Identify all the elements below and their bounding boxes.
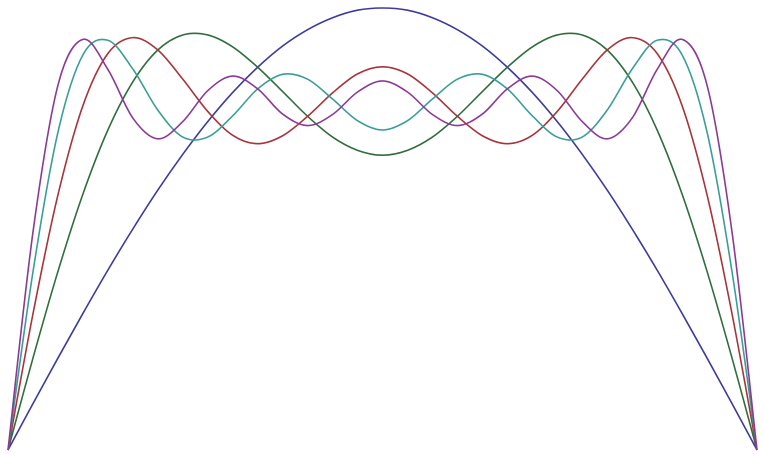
series-line [7,38,758,451]
series-line [7,36,758,451]
series-line [7,38,758,451]
series-line [7,32,758,451]
series-line [7,7,758,451]
